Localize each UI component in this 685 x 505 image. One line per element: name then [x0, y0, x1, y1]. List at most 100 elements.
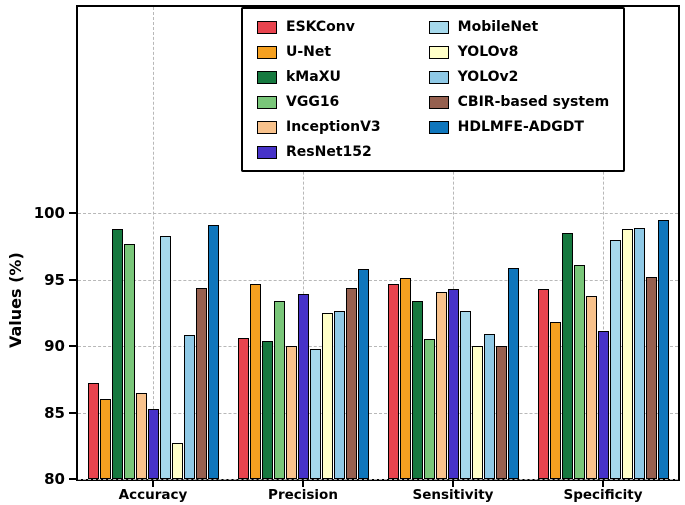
grid-line-h	[78, 412, 678, 414]
x-tick-mark	[452, 481, 454, 487]
grid-line-v	[303, 7, 304, 479]
legend-item: kMaXU	[257, 69, 381, 85]
bar	[507, 267, 519, 479]
legend-swatch	[257, 45, 277, 59]
bar	[309, 348, 321, 479]
legend-item: YOLOv8	[428, 44, 610, 60]
legend-label: CBIR-based system	[457, 94, 610, 110]
legend-item: YOLOv2	[428, 69, 610, 85]
bar	[423, 339, 435, 479]
grid-line-v	[153, 7, 154, 479]
grid-line-h	[78, 479, 678, 480]
bar	[171, 443, 183, 479]
y-tick-label: 100	[33, 204, 65, 223]
bar	[297, 294, 309, 479]
bar	[387, 283, 399, 479]
bar	[183, 335, 195, 479]
legend-item: U-Net	[257, 44, 381, 60]
legend-column: ESKConv U-Net kMaXU VGG16 InceptionV3 ResNet1…	[257, 19, 381, 160]
y-tick-label: 80	[44, 470, 65, 488]
legend-label: U-Net	[286, 44, 332, 60]
legend-swatch	[257, 70, 277, 84]
x-tick-label: Specificity	[563, 487, 643, 503]
bar	[585, 295, 597, 479]
bar	[561, 233, 573, 479]
bar	[597, 331, 609, 479]
bar	[135, 392, 147, 479]
bar	[495, 346, 507, 479]
legend-swatch	[428, 45, 449, 59]
bar	[285, 346, 297, 479]
bar	[537, 288, 549, 479]
legend-swatch	[428, 120, 449, 134]
legend-swatch	[428, 95, 449, 109]
legend-label: InceptionV3	[286, 119, 381, 135]
bar	[273, 300, 285, 479]
bar	[645, 276, 657, 479]
bar	[249, 283, 261, 479]
legend-label: YOLOv2	[457, 69, 519, 85]
bar	[159, 235, 171, 479]
bar	[471, 346, 483, 479]
bar	[483, 334, 495, 479]
legend-item: MobileNet	[428, 19, 610, 35]
x-tick-label: Accuracy	[118, 487, 188, 503]
legend-item: ESKConv	[257, 19, 381, 35]
legend-label: YOLOv8	[457, 44, 519, 60]
x-tick-mark	[302, 481, 304, 487]
bar	[657, 219, 669, 479]
y-tick-mark	[69, 345, 76, 348]
bar	[147, 408, 159, 479]
legend-item: ResNet152	[257, 144, 381, 160]
grid-line-v	[453, 7, 454, 479]
grid-line-v	[603, 7, 604, 479]
bar	[333, 311, 345, 479]
bar	[99, 399, 111, 479]
legend-item: HDLMFE-ADGDT	[428, 119, 610, 135]
legend-label: VGG16	[286, 94, 340, 110]
bar-group-sensitivity	[378, 7, 528, 479]
x-tick-mark	[152, 481, 154, 487]
bar	[237, 338, 249, 479]
x-tick-label: Precision	[268, 487, 338, 503]
y-tick-mark	[69, 278, 76, 281]
bar-group-precision	[228, 7, 378, 479]
y-tick-label: 90	[44, 337, 65, 356]
bar	[633, 227, 645, 479]
bar	[111, 229, 123, 479]
bar	[573, 264, 585, 479]
y-tick-mark	[69, 478, 76, 480]
x-tick-mark	[602, 481, 604, 487]
legend-swatch	[428, 20, 449, 34]
bar	[609, 239, 621, 479]
legend-label: HDLMFE-ADGDT	[457, 119, 584, 135]
bar	[621, 229, 633, 479]
legend-label: MobileNet	[457, 19, 539, 35]
bar	[411, 300, 423, 479]
bar	[123, 243, 135, 479]
bar-group-accuracy	[78, 7, 228, 479]
legend-swatch	[257, 145, 277, 159]
bar	[459, 311, 471, 479]
bar	[549, 322, 561, 479]
legend-item: CBIR-based system	[428, 94, 610, 110]
bar	[261, 340, 273, 479]
bar	[195, 287, 207, 479]
y-tick-label: 85	[44, 403, 65, 422]
bar	[87, 383, 99, 479]
legend-item: InceptionV3	[257, 119, 381, 135]
y-tick-label: 95	[44, 270, 65, 289]
grid-line-h	[78, 279, 678, 281]
legend: ESKConv U-Net kMaXU VGG16 InceptionV3 ResNet1…	[241, 7, 626, 172]
legend-swatch	[257, 20, 277, 34]
bar	[321, 312, 333, 479]
bar	[435, 291, 447, 479]
legend-swatch	[428, 70, 449, 84]
y-tick-mark	[69, 411, 76, 414]
y-tick-mark	[69, 212, 76, 215]
bar	[357, 268, 369, 479]
bar-group-specificity	[528, 7, 678, 479]
grid-line-h	[78, 213, 678, 215]
legend-label: ResNet152	[286, 144, 372, 160]
